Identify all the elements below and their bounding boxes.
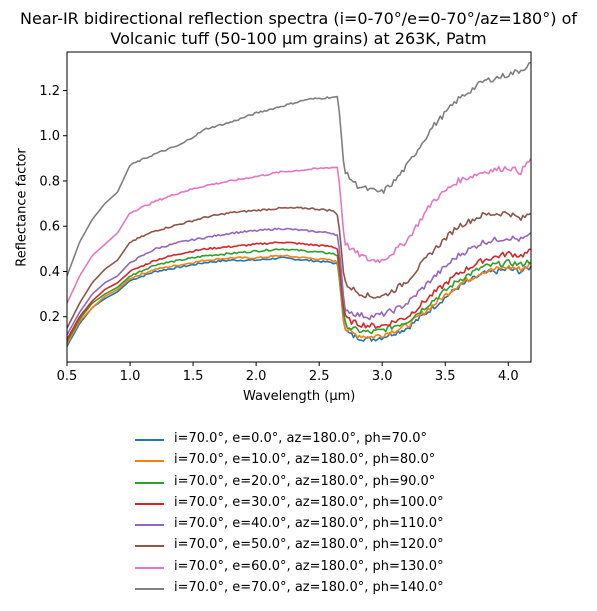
x-tick-label: 1.5 — [183, 369, 204, 384]
x-tick-label: 2.5 — [309, 369, 330, 384]
legend-label: i=70.0°, e=20.0°, az=180.0°, ph=90.0° — [174, 473, 436, 489]
series-line-5 — [66, 227, 532, 336]
legend-label: i=70.0°, e=10.0°, az=180.0°, ph=80.0° — [174, 452, 436, 468]
y-ticks: 0.2 0.4 0.6 0.8 1.0 1.2 — [39, 84, 67, 325]
legend-label: i=70.0°, e=0.0°, az=180.0°, ph=70.0° — [174, 431, 428, 446]
series-line-1 — [66, 256, 532, 347]
series-line-6 — [66, 206, 532, 329]
legend-swatch — [135, 481, 164, 484]
y-axis-label: Reflectance factor — [14, 147, 30, 267]
y-tick-label: 0.6 — [39, 220, 60, 235]
series-line-8 — [66, 61, 532, 277]
axes-frame — [66, 51, 532, 363]
x-tick-label: 3.5 — [435, 369, 456, 384]
legend-label: i=70.0°, e=70.0°, az=180.0°, ph=140.0° — [174, 580, 444, 596]
y-tick-label: 0.2 — [39, 310, 60, 325]
legend-swatch — [135, 439, 164, 441]
x-tick-label: 3.0 — [372, 369, 393, 384]
series-layer — [66, 61, 532, 347]
chart-title-line-1: Near-IR bidirectional reflection spectra… — [20, 9, 577, 28]
legend-swatch — [135, 566, 164, 569]
series-line-3 — [66, 248, 532, 342]
x-tick-label: 1.0 — [120, 369, 141, 384]
x-tick-label: 2.0 — [246, 369, 267, 384]
legend-label: i=70.0°, e=60.0°, az=180.0°, ph=130.0° — [174, 558, 444, 574]
legend-label: i=70.0°, e=40.0°, az=180.0°, ph=110.0° — [174, 516, 444, 532]
series-line-7 — [66, 157, 532, 304]
x-tick-label: 0.5 — [57, 369, 78, 384]
series-line-4 — [66, 241, 532, 340]
legend-swatch — [135, 545, 164, 548]
legend-swatch — [135, 588, 164, 591]
y-tick-label: 0.8 — [39, 174, 60, 189]
legend-swatch — [135, 460, 164, 463]
chart-title-line-2: Volcanic tuff (50-100 μm grains) at 263K… — [110, 29, 487, 48]
legend-label: i=70.0°, e=30.0°, az=180.0°, ph=100.0° — [174, 494, 444, 510]
y-tick-label: 1.2 — [39, 84, 60, 99]
x-ticks: 0.5 1.0 1.5 2.0 2.5 3.0 3.5 4.0 — [57, 362, 519, 384]
y-tick-label: 1.0 — [39, 129, 60, 144]
series-line-2 — [66, 254, 532, 345]
legend-label: i=70.0°, e=50.0°, az=180.0°, ph=120.0° — [174, 537, 444, 553]
x-tick-label: 4.0 — [498, 369, 519, 384]
x-axis-label-text: Wavelength (μm) — [243, 389, 356, 404]
legend-swatch — [135, 524, 164, 527]
legend-swatch — [135, 502, 164, 505]
y-tick-label: 0.4 — [39, 265, 60, 280]
